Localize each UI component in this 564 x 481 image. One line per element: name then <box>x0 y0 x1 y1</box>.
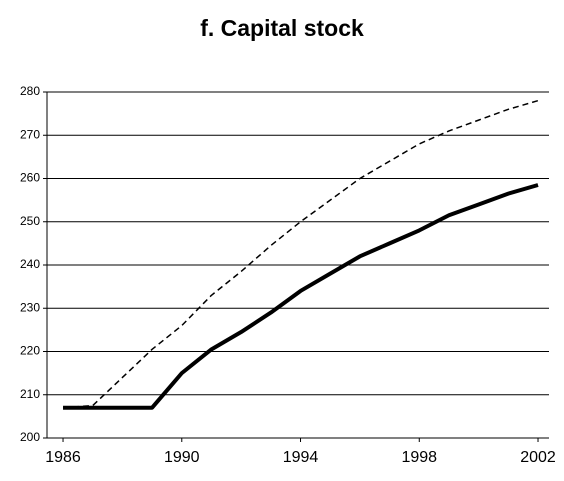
y-tick-label: 260 <box>20 171 40 185</box>
x-tick-label: 1986 <box>45 449 81 466</box>
y-tick-label: 230 <box>20 300 40 314</box>
y-tick-label: 280 <box>20 84 40 98</box>
x-tick-label: 1990 <box>164 449 200 466</box>
series-line <box>62 99 539 409</box>
y-tick-label: 250 <box>20 214 40 228</box>
chart-title: f. Capital stock <box>200 15 364 41</box>
x-tick-label: 1998 <box>401 449 437 466</box>
x-tick-label: 2002 <box>520 449 556 466</box>
y-tick-label: 210 <box>20 387 40 401</box>
series-line <box>63 183 539 410</box>
x-tick-label: 1994 <box>283 449 319 466</box>
y-tick-label: 220 <box>20 344 40 358</box>
y-tick-label: 240 <box>20 257 40 271</box>
y-tick-label: 270 <box>20 127 40 141</box>
y-tick-label: 200 <box>20 430 40 444</box>
